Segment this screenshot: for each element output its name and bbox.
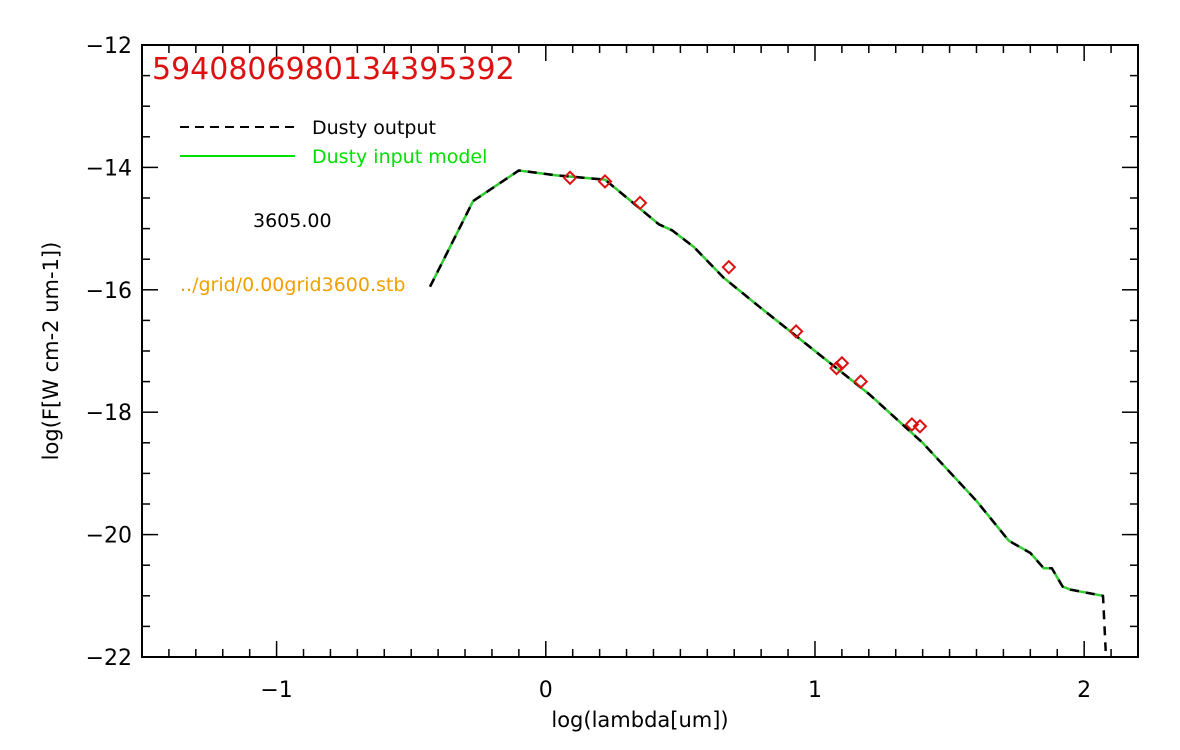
legend-label-dusty-input-model: Dusty input model bbox=[312, 146, 487, 168]
data-point-diamond bbox=[829, 360, 844, 376]
data-point-diamond bbox=[562, 170, 578, 186]
x-tick-label: 2 bbox=[1077, 678, 1091, 703]
data-point-diamond bbox=[721, 259, 737, 275]
annotation-grid-file: ../grid/0.00grid3600.stb bbox=[180, 274, 405, 296]
y-tick-label: −18 bbox=[86, 401, 132, 426]
axis-ticks bbox=[141, 44, 1139, 658]
data-point-diamond bbox=[853, 374, 869, 390]
chart-title: 59408069801343953​92 bbox=[152, 52, 515, 87]
data-point-diamond bbox=[834, 355, 850, 371]
legend: Dusty output Dusty input model bbox=[180, 117, 487, 168]
y-tick-label: −12 bbox=[86, 34, 132, 59]
x-axis-title: log(lambda[um]) bbox=[551, 708, 728, 732]
series-dusty-output bbox=[428, 169, 1107, 651]
y-tick-label: −22 bbox=[86, 646, 132, 671]
data-point-diamond bbox=[632, 195, 648, 211]
y-tick-label: −14 bbox=[86, 156, 132, 181]
plot-frame bbox=[141, 44, 1139, 658]
y-tick-label: −20 bbox=[86, 524, 132, 549]
y-axis-title: log(F[W cm-2 um-1]) bbox=[39, 242, 63, 461]
axis-tick-labels: −1 0 1 2 −22 −20 −18 −16 −14 −12 bbox=[86, 34, 1092, 703]
y-tick-label: −16 bbox=[86, 279, 132, 304]
data-point-diamond bbox=[912, 418, 928, 434]
x-tick-label: 1 bbox=[808, 678, 822, 703]
data-point-diamond bbox=[788, 324, 804, 339]
x-tick-label: −1 bbox=[260, 678, 292, 703]
legend-label-dusty-output: Dusty output bbox=[312, 117, 436, 139]
x-tick-label: 0 bbox=[539, 678, 553, 703]
series-layer bbox=[428, 169, 1107, 651]
data-point-diamond bbox=[597, 174, 613, 189]
marker-layer bbox=[562, 170, 928, 434]
annotation-temperature: 3605.00 bbox=[253, 210, 332, 232]
data-point-diamond bbox=[904, 417, 920, 432]
